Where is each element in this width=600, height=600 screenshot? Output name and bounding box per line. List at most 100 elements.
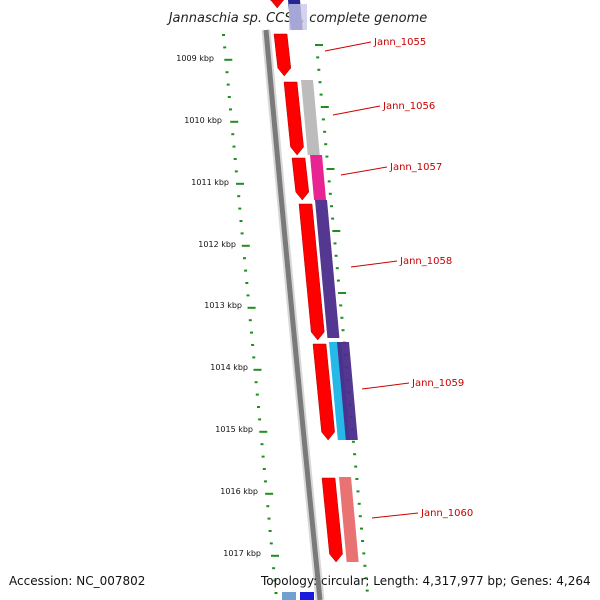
backbone-line (263, 29, 323, 600)
gene-label-Jann_1056: Jann_1056 (382, 101, 435, 112)
tick-mark (232, 145, 236, 148)
kbp-label: 1017 kbp (223, 549, 261, 558)
tick-mark (273, 579, 277, 582)
tick-mark (259, 430, 268, 433)
cds-arrow (291, 157, 310, 201)
tick-mark (358, 515, 362, 518)
tick-mark (240, 232, 244, 235)
tick-mark (320, 106, 329, 108)
tick-mark (266, 505, 270, 508)
tick-mark (241, 244, 250, 247)
tick-mark (334, 254, 338, 257)
tick-mark (225, 71, 229, 74)
kbp-label: 1009 kbp (176, 54, 214, 63)
tick-mark (254, 381, 258, 384)
tick-mark (258, 418, 262, 421)
tick-mark (321, 118, 325, 121)
tick-mark (261, 455, 265, 458)
kbp-ruler: 1009 kbp 1010 kbp 1011 kbp 1012 kbp 1013 kbp… (176, 54, 261, 558)
gene-1060-block (339, 477, 359, 562)
tick-mark (271, 554, 279, 557)
tick-mark (324, 143, 328, 146)
kbp-label: 1010 kbp (184, 116, 222, 125)
tick-mark (246, 294, 250, 297)
tick-mark (250, 331, 253, 334)
tick-mark (356, 490, 360, 493)
kbp-label: 1015 kbp (215, 425, 253, 434)
gene-label-leader (361, 382, 410, 390)
tick-mark (230, 120, 239, 123)
kbp-label: 1014 kbp (210, 363, 248, 372)
tick-mark (323, 130, 327, 133)
tick-mark (231, 133, 235, 136)
gene-1059-adjacent-block (337, 342, 358, 440)
tick-mark (253, 368, 262, 371)
tick-mark (357, 502, 361, 505)
tick-mark (355, 478, 359, 480)
tick-mark (317, 68, 321, 71)
gene-label-Jann_1057: Jann_1057 (389, 162, 442, 173)
tick-mark (328, 192, 332, 195)
tick-mark (325, 155, 329, 158)
tick-mark (226, 83, 230, 86)
kbp-label: 1012 kbp (198, 240, 236, 249)
tick-mark (333, 242, 337, 245)
cds-arrow (273, 33, 292, 77)
tick-mark (340, 316, 344, 319)
tick-mark (336, 279, 340, 282)
tick-mark (360, 527, 363, 530)
tick-mark (262, 468, 266, 470)
topology-text: Topology: circular; Length: 4,317,977 bp… (261, 574, 591, 588)
tick-mark (327, 180, 331, 183)
cds-arrow (270, 0, 285, 9)
backbone-arc (261, 29, 325, 600)
cds-arrow (312, 343, 335, 441)
kbp-label: 1016 kbp (220, 487, 258, 496)
tick-mark (260, 443, 264, 446)
tick-mark (245, 282, 249, 284)
gene-label-leader (350, 260, 398, 268)
tick-mark (365, 589, 369, 592)
tick-mark (318, 81, 322, 84)
cds-arrow (298, 203, 325, 341)
cds-track (270, 0, 343, 563)
gene-label-Jann_1055: Jann_1055 (373, 37, 426, 48)
gene-label-Jann_1058: Jann_1058 (399, 256, 452, 267)
tick-mark (351, 440, 355, 443)
tick-mark (354, 465, 358, 468)
kbp-label: 1013 kbp (204, 301, 242, 310)
tick-mark (268, 530, 272, 532)
tick-mark (243, 257, 246, 260)
bottom-feature (282, 592, 296, 600)
tick-mark (247, 306, 256, 309)
tick-mark (264, 480, 267, 483)
gene-labels: Jann_1055 Jann_1056 Jann_1057 Jann_1058 Jann… (324, 37, 473, 519)
tick-mark (332, 230, 341, 232)
tick-mark (255, 393, 259, 396)
tick-mark (224, 58, 233, 61)
gene-1058-block (315, 200, 340, 338)
gene-1056-block (301, 80, 320, 155)
gene-label-leader (324, 41, 372, 52)
tick-mark (229, 108, 232, 111)
tick-mark (267, 517, 271, 520)
tick-mark (274, 592, 278, 594)
cds-arrow (283, 81, 304, 156)
tick-mark (238, 207, 242, 210)
tick-mark (319, 93, 323, 96)
bottom-feature (300, 592, 314, 600)
tick-mark (341, 329, 345, 332)
tick-mark (265, 492, 274, 495)
gene-label-leader (371, 512, 419, 519)
tick-mark (335, 267, 339, 270)
tick-mark (237, 195, 241, 198)
tick-mark (361, 540, 365, 542)
tick-mark (269, 542, 273, 545)
tick-mark (326, 168, 335, 170)
tick-mark (244, 269, 248, 272)
tick-mark (222, 34, 225, 36)
feature-track (282, 0, 359, 600)
gene-label-Jann_1059: Jann_1059 (411, 378, 464, 389)
tick-mark (362, 552, 366, 555)
